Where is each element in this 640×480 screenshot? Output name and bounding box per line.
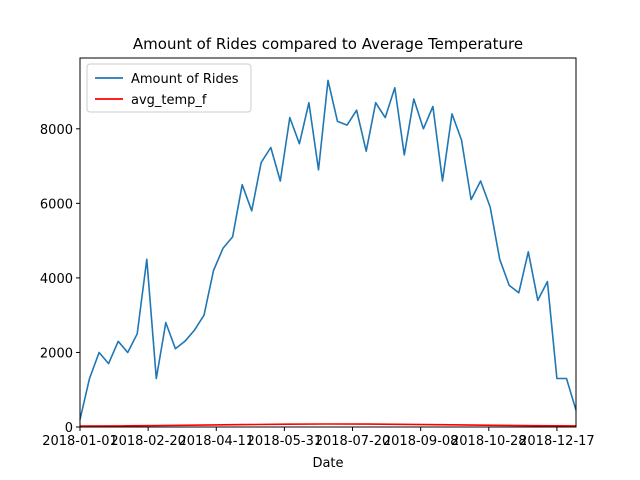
plot-frame bbox=[79, 57, 577, 428]
x-tick-label-7: 2018-12-17 bbox=[519, 434, 595, 449]
x-axis: 2018-01-012018-02-202018-04-112018-05-31… bbox=[42, 427, 595, 449]
x-tick-label-2: 2018-04-11 bbox=[178, 434, 254, 449]
plot-area bbox=[79, 57, 577, 428]
x-tick-label-1: 2018-02-20 bbox=[110, 434, 186, 449]
series-line-1 bbox=[79, 423, 577, 427]
y-tick-label-0: 0 bbox=[65, 421, 73, 436]
x-tick-label-4: 2018-07-20 bbox=[315, 434, 391, 449]
y-tick-label-1: 2000 bbox=[40, 346, 73, 361]
legend: Amount of Rides avg_temp_f bbox=[86, 63, 252, 113]
legend-label-0: Amount of Rides bbox=[131, 72, 239, 87]
x-tick-label-3: 2018-05-31 bbox=[247, 434, 323, 449]
y-tick-label-2: 4000 bbox=[40, 272, 73, 287]
x-tick-label-5: 2018-09-08 bbox=[383, 434, 459, 449]
legend-label-1: avg_temp_f bbox=[131, 93, 207, 108]
y-tick-label-4: 8000 bbox=[40, 123, 73, 138]
series-line-0 bbox=[79, 79, 577, 420]
y-axis: 0 2000 4000 6000 8000 bbox=[40, 123, 80, 436]
y-tick-label-3: 6000 bbox=[40, 197, 73, 212]
x-axis-label: Date bbox=[312, 456, 343, 471]
legend-box bbox=[86, 63, 252, 113]
x-tick-label-0: 2018-01-01 bbox=[42, 434, 118, 449]
chart-title: Amount of Rides compared to Average Temp… bbox=[133, 35, 523, 53]
x-tick-label-6: 2018-10-28 bbox=[451, 434, 527, 449]
